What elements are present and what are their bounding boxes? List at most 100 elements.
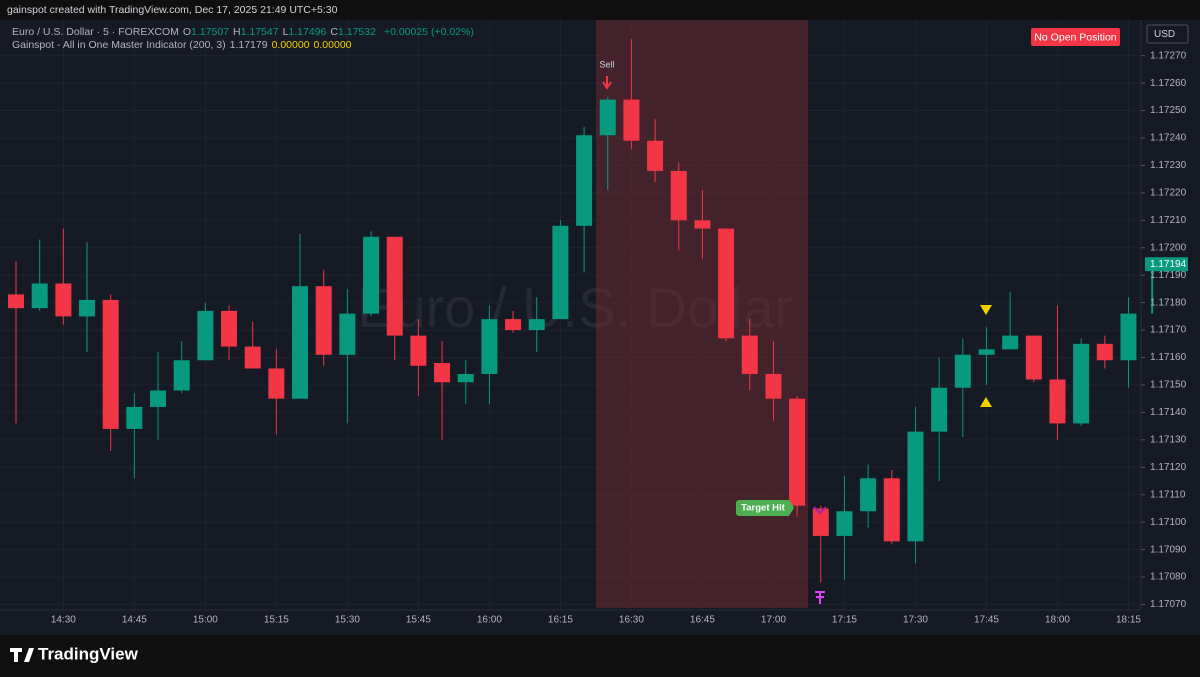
signal-up xyxy=(980,397,992,407)
x-tick-label: 18:15 xyxy=(1116,615,1141,626)
candle-body xyxy=(694,220,711,229)
ohlc-label: H xyxy=(233,26,241,38)
currency[interactable]: USD xyxy=(1154,29,1175,40)
ohlc-value: 1.17507 xyxy=(191,26,230,38)
indicator-legend: Gainspot - All in One Master Indicator (… xyxy=(12,39,356,51)
candle-body xyxy=(1073,343,1090,424)
candle-body xyxy=(363,236,380,314)
x-tick-label: 16:30 xyxy=(619,615,644,626)
candle-body xyxy=(741,335,758,374)
candle-body xyxy=(244,346,261,369)
x-tick-label: 17:30 xyxy=(903,615,928,626)
candle-body xyxy=(883,478,900,542)
y-tick-label: 1.17180 xyxy=(1150,297,1187,308)
status-badge: No Open Position xyxy=(1034,31,1116,43)
candle-body xyxy=(836,511,853,536)
x-tick-label: 15:00 xyxy=(193,615,218,626)
y-tick-label: 1.17130 xyxy=(1150,435,1187,446)
credit: gainspot created with TradingView.com, D… xyxy=(7,4,338,16)
bottom-bar xyxy=(0,635,1200,677)
indicator-value: 0.00000 xyxy=(313,39,352,51)
ohlc-value: 1.17532 xyxy=(337,26,376,38)
candle-body xyxy=(386,236,403,336)
symbol-legend: Euro / U.S. Dollar · 5 · FOREXCOM O1.1750… xyxy=(12,26,478,38)
candle-body xyxy=(623,99,640,141)
x-tick-label: 17:00 xyxy=(761,615,786,626)
brand-logo xyxy=(10,648,34,662)
y-tick-label: 1.17140 xyxy=(1150,407,1187,418)
candle-body xyxy=(1025,335,1042,380)
candle-body xyxy=(315,286,332,355)
candle-body xyxy=(410,335,427,366)
candle-body xyxy=(505,319,522,331)
candle-body xyxy=(789,398,806,506)
candle-body xyxy=(434,363,451,383)
candle-body xyxy=(954,354,971,388)
candle-body xyxy=(552,225,569,320)
y-tick-label: 1.17200 xyxy=(1150,242,1187,253)
y-tick-label: 1.17150 xyxy=(1150,380,1187,391)
status-badge-bg xyxy=(1031,28,1120,46)
candle-body xyxy=(907,431,924,542)
candle-body xyxy=(8,294,24,309)
x-tick-label: 17:15 xyxy=(832,615,857,626)
y-tick-label: 1.17160 xyxy=(1150,352,1187,363)
candle-body xyxy=(812,508,829,536)
indicator-value: 0.00000 xyxy=(271,39,310,51)
candle-body xyxy=(197,310,214,361)
candle-body xyxy=(718,228,735,339)
candle-body xyxy=(931,387,948,432)
indicator-name: Gainspot - All in One Master Indicator (… xyxy=(12,39,226,51)
y-tick-label: 1.17170 xyxy=(1150,325,1187,336)
candle-body xyxy=(339,313,356,355)
x-tick-label: 14:30 xyxy=(51,615,76,626)
candle-body xyxy=(221,310,238,347)
x-tick-label: 18:00 xyxy=(1045,615,1070,626)
y-tick-label: 1.17070 xyxy=(1150,599,1187,610)
target-hit: Target Hit xyxy=(741,503,785,514)
ohlc-value: 1.17496 xyxy=(288,26,327,38)
y-tick-label: 1.17110 xyxy=(1150,489,1186,500)
candle-body xyxy=(1151,264,1154,314)
ohlc-label: O xyxy=(182,26,192,38)
candles xyxy=(8,39,1154,583)
change: +0.00025 (+0.02%) xyxy=(383,26,474,38)
candle-body xyxy=(55,283,72,317)
candle-body xyxy=(647,140,664,171)
candle-body xyxy=(670,170,687,221)
candle-body xyxy=(481,319,498,374)
candle-body xyxy=(528,319,545,331)
top-bar xyxy=(0,0,1200,20)
candle-body xyxy=(126,406,143,429)
y-tick-label: 1.17210 xyxy=(1150,215,1187,226)
ohlc-label: L xyxy=(282,26,289,38)
y-tick-label: 1.17250 xyxy=(1150,105,1187,116)
x-tick-label: 16:45 xyxy=(690,615,715,626)
target-hit-bg xyxy=(736,500,794,516)
candle-body xyxy=(31,283,48,309)
candle-body xyxy=(860,478,877,512)
x-tick-label: 15:45 xyxy=(406,615,431,626)
y-tick-label: 1.17270 xyxy=(1150,50,1187,61)
currency-box[interactable] xyxy=(1146,24,1189,44)
sell-label: Sell xyxy=(599,59,614,69)
candle-body xyxy=(79,299,96,317)
indicator-value: 1.17179 xyxy=(229,39,268,51)
candle-body xyxy=(292,286,309,399)
candle-body xyxy=(576,135,593,226)
candle-body xyxy=(173,360,190,391)
ohlc-legend: O1.17507 H1.17547 L1.17496 C1.17532 xyxy=(183,26,380,38)
y-tick-label: 1.17260 xyxy=(1150,78,1187,89)
x-tick-label: 16:00 xyxy=(477,615,502,626)
candle-body xyxy=(457,374,474,383)
candle-body xyxy=(1002,335,1019,350)
candle-body xyxy=(599,99,616,136)
y-tick-label: 1.17100 xyxy=(1150,517,1187,528)
last-price-label: 1.17194 xyxy=(1150,259,1187,270)
x-tick-label: 15:30 xyxy=(335,615,360,626)
symbol: Euro / U.S. Dollar · 5 · FOREXCOM xyxy=(12,26,179,38)
y-tick-label: 1.17090 xyxy=(1150,544,1187,555)
candle-body xyxy=(1049,379,1066,424)
sell-arrow xyxy=(602,76,612,90)
